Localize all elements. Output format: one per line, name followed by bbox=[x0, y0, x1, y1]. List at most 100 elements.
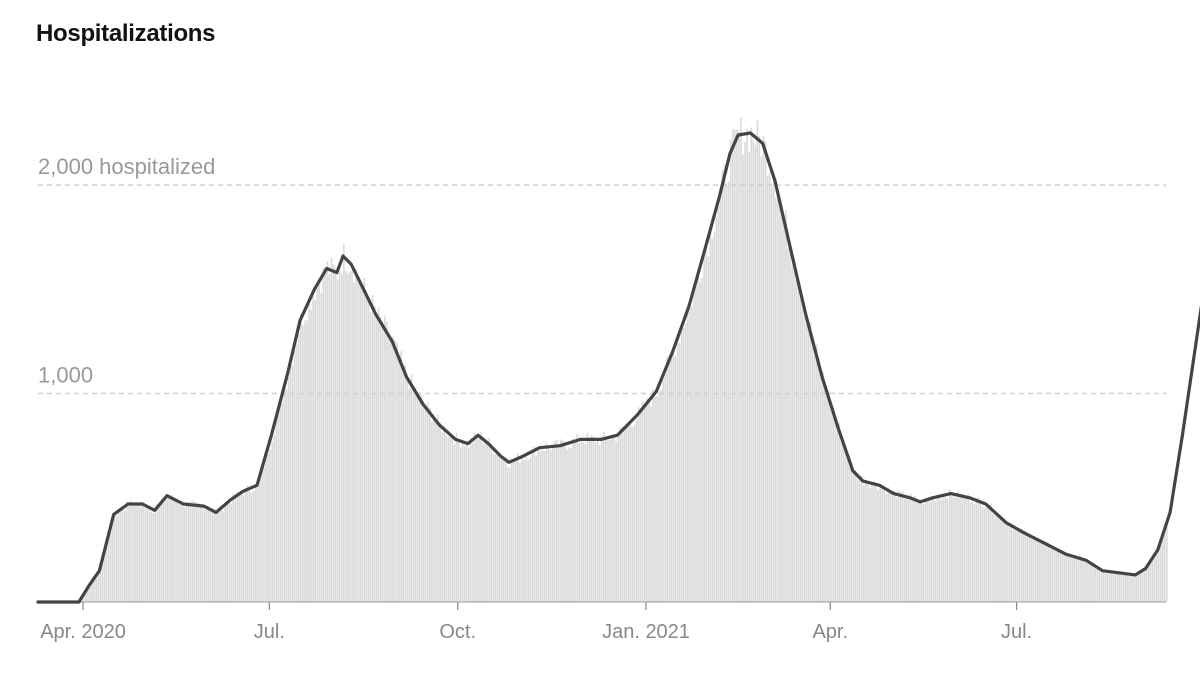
daily-bar bbox=[467, 447, 470, 602]
daily-bar bbox=[576, 433, 579, 602]
daily-bar bbox=[195, 502, 198, 602]
x-tick-label: Oct. bbox=[439, 621, 476, 643]
daily-bar bbox=[912, 496, 914, 602]
daily-bar bbox=[629, 424, 632, 602]
daily-bar bbox=[607, 440, 609, 602]
daily-bar bbox=[1102, 569, 1105, 602]
daily-bar bbox=[252, 490, 255, 602]
daily-bar bbox=[480, 431, 482, 602]
daily-bar bbox=[404, 364, 407, 602]
daily-bar bbox=[377, 307, 380, 602]
daily-bar bbox=[1016, 527, 1019, 602]
daily-bar bbox=[152, 513, 155, 602]
daily-bar bbox=[971, 501, 974, 602]
daily-bar bbox=[478, 436, 480, 602]
daily-bar bbox=[799, 298, 802, 602]
daily-bar bbox=[840, 440, 843, 602]
daily-bar bbox=[113, 515, 116, 602]
daily-bar bbox=[1063, 554, 1066, 602]
daily-bar bbox=[1084, 560, 1086, 602]
daily-bar bbox=[760, 156, 763, 603]
daily-bar bbox=[727, 181, 730, 602]
daily-bar bbox=[101, 563, 104, 602]
daily-bar bbox=[660, 390, 662, 602]
daily-bar bbox=[631, 427, 634, 602]
daily-bar bbox=[783, 215, 785, 603]
daily-bar bbox=[844, 447, 847, 602]
daily-bar bbox=[836, 423, 839, 602]
daily-bar bbox=[555, 439, 558, 602]
daily-bar bbox=[1096, 567, 1099, 602]
daily-bar bbox=[439, 422, 441, 602]
daily-bar bbox=[469, 438, 472, 602]
daily-bar bbox=[304, 320, 306, 602]
daily-bar bbox=[1100, 568, 1103, 602]
daily-bar bbox=[975, 497, 978, 602]
daily-bar bbox=[815, 344, 818, 602]
daily-bar bbox=[189, 501, 192, 602]
daily-bar bbox=[506, 466, 509, 602]
daily-bar bbox=[732, 128, 734, 602]
daily-bar bbox=[334, 267, 337, 602]
daily-bar bbox=[109, 532, 112, 602]
daily-bar bbox=[856, 479, 859, 602]
daily-bar bbox=[648, 402, 650, 602]
daily-bar bbox=[338, 271, 341, 602]
daily-bar bbox=[295, 344, 298, 602]
daily-bar bbox=[1149, 563, 1152, 602]
daily-bar bbox=[437, 414, 439, 602]
daily-bar bbox=[1006, 522, 1008, 602]
daily-bar bbox=[316, 286, 319, 602]
daily-bar bbox=[564, 445, 566, 602]
daily-bar bbox=[310, 309, 312, 602]
daily-bar bbox=[1135, 575, 1137, 602]
daily-bar bbox=[701, 277, 703, 602]
daily-bar bbox=[126, 501, 128, 602]
daily-bar bbox=[1010, 525, 1013, 602]
daily-bar bbox=[770, 183, 773, 602]
daily-bar bbox=[97, 573, 100, 602]
daily-bar bbox=[535, 456, 538, 602]
chart-title: Hospitalizations bbox=[36, 20, 216, 47]
daily-bar bbox=[386, 321, 388, 602]
daily-bar bbox=[351, 270, 353, 602]
daily-bar bbox=[1137, 574, 1139, 602]
daily-bar bbox=[412, 385, 415, 602]
daily-bar bbox=[973, 503, 976, 602]
daily-bar bbox=[879, 485, 882, 602]
daily-bar bbox=[643, 407, 646, 602]
daily-bar bbox=[791, 265, 793, 602]
daily-bar bbox=[1014, 526, 1017, 602]
daily-bar bbox=[537, 448, 540, 602]
daily-bar bbox=[854, 470, 857, 602]
daily-bar bbox=[656, 396, 658, 602]
daily-bar bbox=[103, 556, 106, 602]
daily-bar bbox=[529, 457, 531, 602]
daily-bar bbox=[961, 493, 963, 602]
daily-bar bbox=[134, 506, 136, 602]
daily-bar bbox=[678, 342, 681, 602]
daily-bar bbox=[650, 406, 652, 602]
daily-bar bbox=[1002, 521, 1004, 602]
daily-bar bbox=[293, 349, 296, 602]
daily-bar bbox=[693, 288, 695, 602]
daily-bar bbox=[813, 345, 816, 602]
daily-bar bbox=[605, 436, 607, 602]
daily-bar bbox=[166, 495, 169, 602]
daily-bar bbox=[680, 329, 683, 602]
daily-bar bbox=[617, 436, 619, 602]
daily-bar bbox=[119, 511, 122, 602]
daily-bar bbox=[340, 274, 343, 602]
daily-bar bbox=[897, 490, 900, 602]
daily-bar bbox=[1022, 533, 1025, 602]
daily-bar bbox=[461, 443, 464, 602]
daily-bar bbox=[748, 151, 751, 602]
daily-bar bbox=[584, 444, 587, 602]
daily-bar bbox=[543, 451, 546, 602]
daily-bar bbox=[635, 418, 638, 602]
daily-bar bbox=[926, 499, 929, 602]
daily-bar bbox=[570, 447, 572, 602]
daily-bar bbox=[1018, 528, 1021, 602]
daily-bar bbox=[472, 443, 474, 602]
